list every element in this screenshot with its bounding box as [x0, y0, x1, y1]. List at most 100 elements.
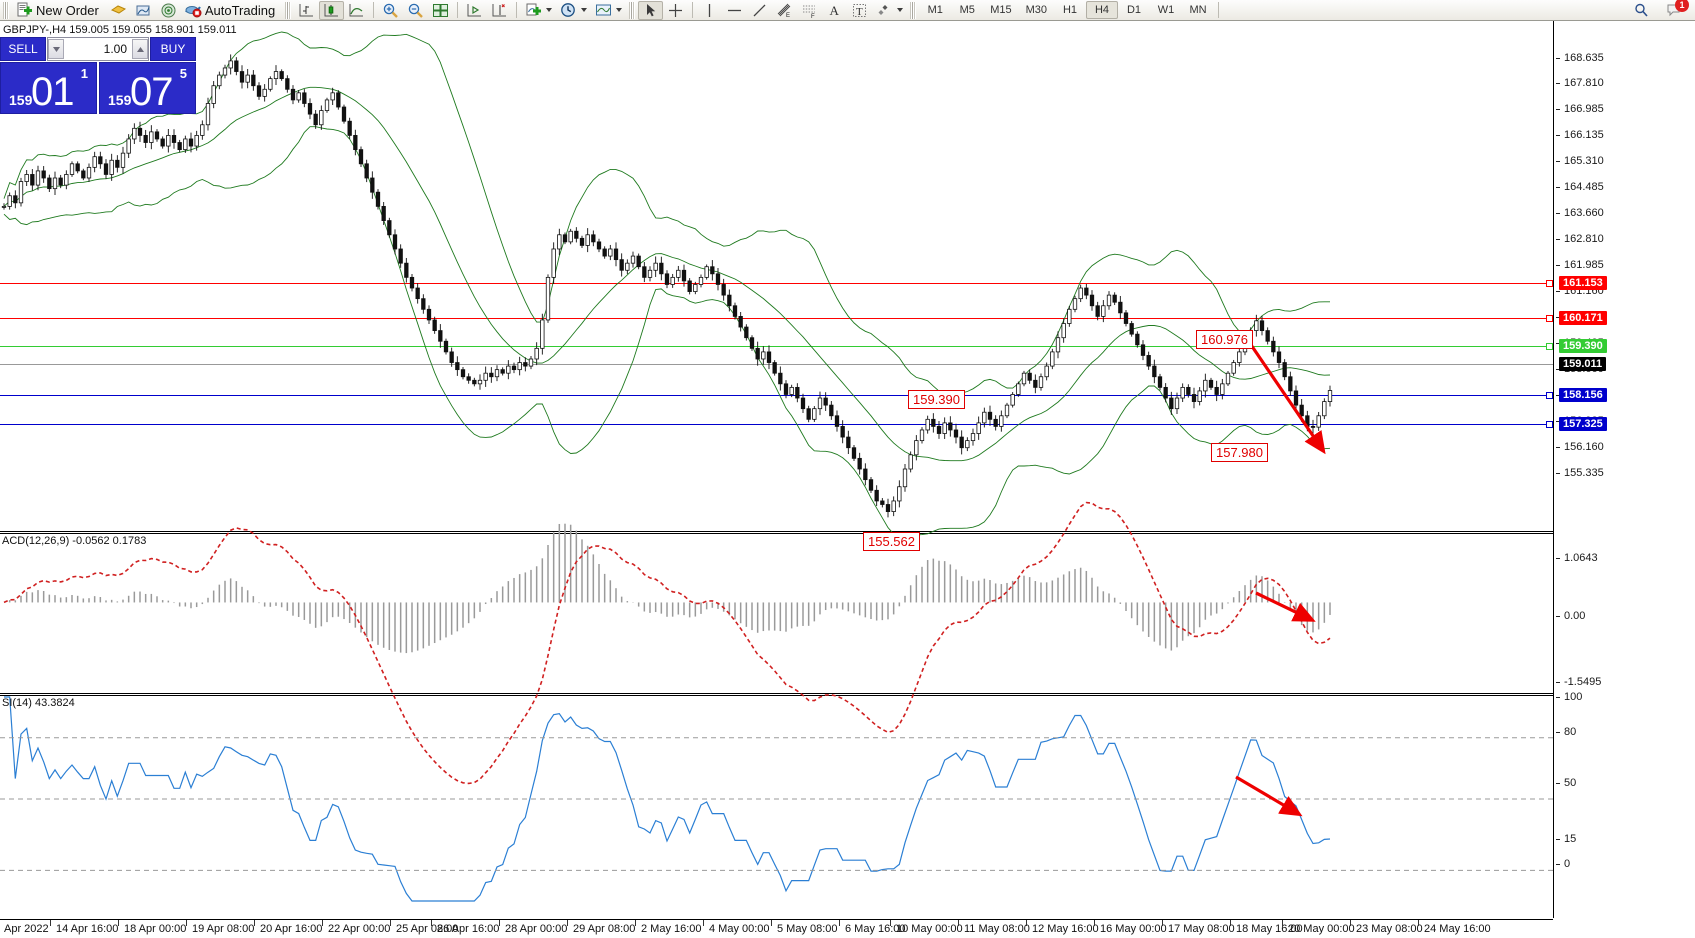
trendline-button[interactable] — [747, 1, 772, 20]
time-axis-label: 19 Apr 08:00 — [192, 923, 255, 935]
price-pill-current-price-159011[interactable]: 159.011 — [1559, 357, 1607, 371]
horizontal-line-button[interactable] — [722, 1, 747, 20]
timeframe-h4[interactable]: H4 — [1086, 1, 1119, 19]
candle-bullish — [324, 99, 330, 111]
hline-resistance-160171[interactable] — [0, 318, 1553, 319]
sell-button[interactable]: SELL — [0, 37, 46, 61]
candle-bullish — [506, 365, 511, 374]
cursor-button[interactable] — [638, 0, 664, 20]
auto-scroll-button[interactable] — [487, 1, 512, 20]
candle-bullish — [273, 71, 279, 80]
candle-bullish — [109, 159, 114, 175]
axis-tick — [1556, 213, 1560, 214]
hline-resistance-161153[interactable] — [0, 283, 1553, 284]
hline-support-157325[interactable] — [0, 424, 1553, 425]
toolbar-grip-2[interactable] — [285, 1, 292, 19]
fibonacci-button[interactable]: F — [797, 1, 822, 20]
timeframe-h1[interactable]: H1 — [1062, 4, 1078, 16]
hline-handle-support-157325[interactable] — [1546, 421, 1553, 428]
price-pill-level-159390[interactable]: 159.390 — [1559, 339, 1607, 353]
indicators-dropdown-caret[interactable] — [546, 8, 553, 12]
hline-handle-resistance-160171[interactable] — [1546, 315, 1553, 322]
timeframe-m15[interactable]: M15 — [990, 4, 1012, 16]
price-axis-labels[interactable]: 168.635 167.810 166.985 166.135 165.310 164.4… — [1556, 21, 1695, 918]
buy-button[interactable]: BUY — [150, 37, 196, 61]
bar-chart-button[interactable] — [294, 1, 319, 20]
time-axis-tick — [567, 920, 568, 926]
autotrading-button[interactable]: AutoTrading — [181, 1, 282, 20]
chart-canvas[interactable]: GBPJPY-,H4 159.005 159.055 158.901 159.0… — [0, 21, 1695, 938]
market-watch-button[interactable] — [156, 1, 181, 20]
price-pill-resistance-161153[interactable]: 161.153 — [1559, 276, 1607, 290]
hline-handle-resistance-161153[interactable] — [1546, 280, 1553, 287]
sell-price-box[interactable]: 159 01 1 — [0, 62, 97, 114]
timeframe-d1[interactable]: D1 — [1126, 4, 1142, 16]
timeframe-m30[interactable]: M30 — [1025, 4, 1048, 16]
candle-bearish — [574, 230, 579, 239]
price-pill-support-158156[interactable]: 158.156 — [1559, 388, 1607, 402]
equidistant-channel-icon: E — [777, 3, 791, 19]
vertical-line-button[interactable] — [697, 1, 722, 20]
timeframe-mn[interactable]: MN — [1189, 4, 1207, 16]
data-window-button[interactable] — [131, 1, 156, 20]
bb-lower-path — [3, 126, 1331, 539]
text-label-button[interactable]: T — [847, 1, 872, 20]
hline-handle-support-158156[interactable] — [1546, 392, 1553, 399]
toolbar-grip[interactable] — [3, 1, 9, 19]
templates-dropdown-caret[interactable] — [616, 8, 623, 12]
hline-current-price-159011[interactable] — [0, 364, 1553, 365]
timeframe-m5[interactable]: M5 — [959, 4, 975, 16]
tile-windows-button[interactable] — [428, 1, 453, 20]
candle-bullish — [1021, 372, 1027, 385]
candle-bullish — [812, 408, 817, 420]
candle-bearish — [1214, 386, 1219, 395]
annotation-160976[interactable]: 160.976 — [1196, 330, 1253, 349]
hline-handle-level-159390[interactable] — [1546, 343, 1553, 350]
trend-arrow-price — [1245, 338, 1326, 455]
indicators-button[interactable] — [521, 1, 556, 20]
hline-level-159390[interactable] — [0, 346, 1553, 347]
toolbar-grip-4[interactable] — [910, 1, 917, 19]
candle-bearish — [1135, 333, 1140, 346]
candle-bullish — [35, 170, 41, 186]
price-pill-resistance-160171[interactable]: 160.171 — [1559, 311, 1607, 325]
equidistant-channel-button[interactable]: E — [772, 1, 797, 20]
time-axis[interactable]: Apr 2022 14 Apr 16:00 18 Apr 00:00 19 Apr 0… — [0, 919, 1553, 938]
volume-field[interactable]: 1.00 — [47, 37, 149, 61]
annotation-157980[interactable]: 157.980 — [1211, 443, 1268, 462]
candlestick-chart-button[interactable] — [319, 0, 345, 20]
templates-button[interactable] — [591, 1, 626, 20]
periods-dropdown-caret[interactable] — [581, 8, 588, 12]
crosshair-button[interactable] — [663, 1, 688, 20]
alerts-button[interactable]: 1 — [1662, 0, 1689, 20]
line-chart-button[interactable] — [344, 1, 369, 20]
price-pill-support-157325[interactable]: 157.325 — [1559, 417, 1607, 431]
shapes-dropdown-caret[interactable] — [897, 8, 904, 12]
axis-label-price: 166.985 — [1564, 103, 1604, 115]
text-button[interactable]: A — [822, 1, 847, 20]
candle-bullish — [528, 358, 534, 367]
search-button[interactable] — [1629, 1, 1654, 20]
toolbar-grip-3[interactable] — [629, 1, 636, 19]
hline-support-158156[interactable] — [0, 395, 1553, 396]
volume-increment-button[interactable] — [132, 39, 148, 59]
timeframe-w1[interactable]: W1 — [1157, 4, 1175, 16]
buy-price-box[interactable]: 159 07 5 — [99, 62, 196, 114]
zoom-out-button[interactable] — [403, 1, 428, 20]
shapes-button[interactable] — [872, 1, 907, 20]
time-axis-label: 29 Apr 08:00 — [573, 923, 636, 935]
expert-advisors-button[interactable] — [106, 1, 131, 20]
new-order-button[interactable]: New Order — [12, 1, 106, 20]
annotation-159390[interactable]: 159.390 — [908, 390, 965, 409]
timeframe-m1[interactable]: M1 — [927, 4, 943, 16]
axis-label-price: 155.335 — [1564, 467, 1604, 479]
one-click-trading-panel[interactable]: SELL 1.00 BUY 159 01 1 — [0, 37, 196, 115]
volume-decrement-button[interactable] — [48, 39, 64, 59]
axis-tick — [1556, 161, 1560, 162]
periods-button[interactable] — [556, 1, 591, 20]
volume-value[interactable]: 1.00 — [103, 42, 127, 56]
zoom-in-button[interactable] — [378, 1, 403, 20]
annotation-155562[interactable]: 155.562 — [863, 532, 920, 551]
chart-shift-button[interactable] — [462, 1, 487, 20]
new-order-label: New Order — [36, 2, 99, 18]
